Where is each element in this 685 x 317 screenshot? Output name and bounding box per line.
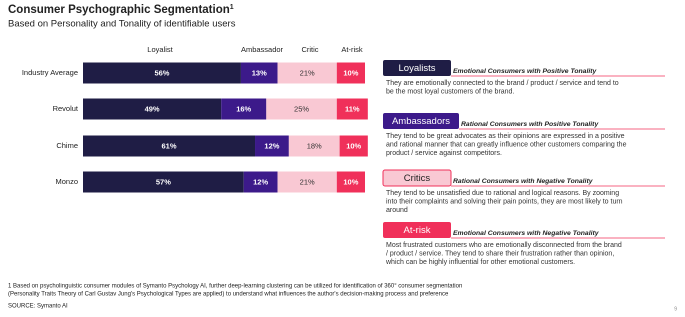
value-label: 18% <box>307 141 322 150</box>
slide-subtitle: Based on Personality and Tonality of ide… <box>8 19 236 30</box>
page-number: 9 <box>674 306 677 312</box>
title-sup: 1 <box>230 4 234 11</box>
panel-text: / product / service. They tend to share … <box>386 250 614 257</box>
panel-text: product / service against competitors. <box>386 150 502 157</box>
bar-segment <box>277 62 337 84</box>
panel-tag <box>383 113 459 129</box>
panel-text: They tend to be great advocates as their… <box>386 133 625 140</box>
category-label: Monzo <box>55 177 78 186</box>
value-label: 12% <box>253 177 268 186</box>
panel-tag <box>382 169 452 187</box>
bar-segment <box>277 171 337 193</box>
bar-segment <box>336 98 368 120</box>
panel-text: Most frustrated customers who are emotio… <box>386 242 622 249</box>
value-label: 13% <box>252 68 267 77</box>
value-label: 10% <box>346 141 361 150</box>
bar-segment <box>336 62 365 84</box>
panel-text: into their complaints and solving their … <box>386 198 623 205</box>
value-label: 57% <box>156 177 171 186</box>
bar-segment <box>255 135 289 157</box>
value-label: 21% <box>300 177 315 186</box>
panel-tag <box>383 222 451 238</box>
value-label: 25% <box>294 104 309 113</box>
panel-text: be the most loyal customers of the brand… <box>386 88 514 95</box>
bar-segment <box>83 98 222 120</box>
bar-segment <box>336 171 365 193</box>
panel-text: which can be highly influential for othe… <box>385 259 575 266</box>
value-label: 12% <box>264 141 279 150</box>
panel-tag-text: Ambassadors <box>392 116 450 127</box>
bar-segment <box>83 171 244 193</box>
panel-text: They tend to be unsatisfied due to ratio… <box>386 190 619 197</box>
footnote: (Personality Traits Theory of Carl Gusta… <box>8 292 449 298</box>
panel-text: They are emotionally connected to the br… <box>386 80 619 87</box>
panel-text: and rational manner that can greatly inf… <box>386 141 627 148</box>
panel-text: around <box>386 207 408 214</box>
panel-tag-text: At-risk <box>404 225 431 236</box>
category-label: Chime <box>56 141 78 150</box>
value-label: 61% <box>162 141 177 150</box>
footnote: 1 Based on psycholinguistic consumer mod… <box>8 284 462 290</box>
panel-subtitle: Emotional Consumers with Negative Tonali… <box>453 230 600 237</box>
bar-segment <box>83 135 256 157</box>
panel-subtitle: Rational Consumers with Negative Tonalit… <box>453 178 594 185</box>
category-label: Revolut <box>53 104 79 113</box>
panel-subtitle: Emotional Consumers with Positive Tonali… <box>453 68 597 75</box>
value-label: 56% <box>154 68 169 77</box>
bar-segment <box>288 135 340 157</box>
bar-segment <box>83 62 241 84</box>
value-label: 10% <box>343 177 358 186</box>
bar-segment <box>221 98 267 120</box>
slide-title: Consumer Psychographic Segmentation1 <box>8 4 234 16</box>
value-label: 49% <box>145 104 160 113</box>
title-text: Consumer Psychographic Segmentation <box>8 4 230 16</box>
value-label: 21% <box>300 68 315 77</box>
panel-tag <box>383 60 451 76</box>
value-label: 16% <box>236 104 251 113</box>
bar-segment <box>339 135 368 157</box>
legend-entry: Ambassador <box>241 45 284 54</box>
bar-segment <box>240 62 278 84</box>
value-label: 11% <box>345 104 360 113</box>
bar-segment <box>266 98 337 120</box>
source: SOURCE: Symanto AI <box>8 304 68 310</box>
category-label: Industry Average <box>22 68 78 77</box>
panel-tag-text: Critics <box>404 173 431 184</box>
panel-tag-text: Loyalists <box>399 63 436 74</box>
value-label: 10% <box>343 68 358 77</box>
legend-entry: Critic <box>301 45 318 54</box>
legend-entry: At-risk <box>341 45 362 54</box>
panel-subtitle: Rational Consumers with Positive Tonalit… <box>461 121 599 128</box>
bar-segment <box>243 171 278 193</box>
legend-entry: Loyalist <box>147 45 173 54</box>
